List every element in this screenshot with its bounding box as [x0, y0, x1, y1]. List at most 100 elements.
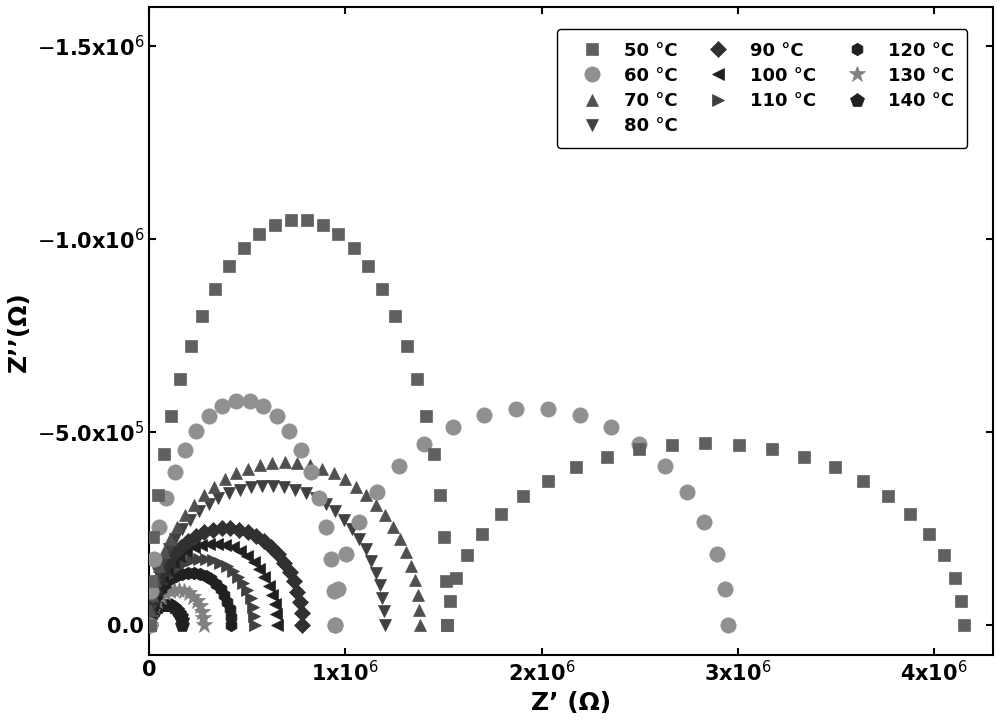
60 °C [329, 620, 341, 629]
120 °C [221, 598, 233, 606]
80 °C [278, 483, 290, 492]
60 °C [244, 397, 256, 406]
Y-axis label: Z’’(Ω): Z’’(Ω) [7, 291, 31, 372]
70 °C [164, 535, 176, 544]
130 °C [198, 620, 210, 629]
100 °C [167, 558, 179, 567]
90 °C [291, 587, 303, 596]
80 °C [256, 482, 268, 490]
50 °C [444, 596, 456, 605]
70 °C [144, 605, 156, 614]
100 °C [258, 573, 270, 581]
100 °C [148, 591, 160, 599]
130 °C [173, 586, 185, 594]
130 °C [148, 602, 160, 611]
60 °C [447, 422, 459, 431]
100 °C [188, 543, 200, 552]
50 °C [495, 510, 507, 518]
70 °C [316, 464, 328, 473]
70 °C [279, 458, 291, 466]
120 °C [144, 620, 156, 629]
80 °C [223, 489, 235, 497]
90 °C [182, 536, 194, 545]
90 °C [152, 577, 164, 586]
70 °C [242, 464, 254, 473]
140 °C [171, 605, 183, 614]
90 °C [156, 567, 168, 576]
80 °C [149, 581, 161, 590]
70 °C [409, 576, 421, 585]
70 °C [144, 620, 156, 629]
60 °C [605, 422, 617, 431]
60 °C [353, 518, 365, 526]
70 °C [413, 605, 425, 614]
120 °C [148, 598, 160, 606]
70 °C [171, 523, 183, 531]
90 °C [250, 531, 262, 540]
Line: 130 °C: 130 °C [142, 582, 212, 633]
60 °C [160, 494, 172, 503]
90 °C [288, 577, 300, 586]
60 °C [325, 554, 337, 563]
110 °C [186, 556, 198, 565]
60 °C [329, 620, 341, 629]
120 °C [188, 568, 200, 577]
60 °C [510, 405, 522, 414]
50 °C [301, 215, 313, 224]
60 °C [719, 585, 731, 593]
90 °C [190, 531, 202, 540]
100 °C [156, 573, 168, 581]
60 °C [216, 402, 228, 411]
120 °C [210, 580, 222, 588]
100 °C [173, 552, 185, 560]
130 °C [178, 587, 190, 596]
110 °C [161, 573, 173, 581]
90 °C [242, 528, 254, 536]
80 °C [353, 534, 365, 543]
120 °C [215, 585, 227, 593]
130 °C [168, 586, 180, 594]
70 °C [254, 461, 266, 469]
140 °C [155, 601, 167, 610]
140 °C [176, 620, 188, 629]
90 °C [294, 598, 306, 606]
120 °C [218, 591, 230, 599]
110 °C [245, 594, 257, 603]
60 °C [190, 426, 202, 435]
80 °C [203, 500, 215, 508]
60 °C [145, 587, 157, 596]
60 °C [340, 550, 352, 559]
80 °C [378, 607, 390, 616]
100 °C [146, 600, 158, 609]
60 °C [230, 397, 242, 406]
140 °C [147, 609, 159, 617]
90 °C [149, 587, 161, 596]
70 °C [153, 562, 165, 570]
60 °C [722, 620, 734, 629]
100 °C [234, 547, 246, 555]
130 °C [164, 587, 176, 596]
60 °C [305, 468, 317, 477]
80 °C [346, 524, 358, 533]
80 °C [320, 500, 332, 508]
90 °C [296, 609, 308, 618]
120 °C [151, 591, 163, 599]
80 °C [245, 483, 257, 492]
90 °C [224, 524, 236, 533]
110 °C [249, 620, 261, 629]
120 °C [170, 572, 182, 580]
Line: 140 °C: 140 °C [143, 598, 189, 632]
90 °C [146, 598, 158, 606]
140 °C [152, 603, 164, 612]
100 °C [263, 581, 275, 590]
70 °C [350, 482, 362, 491]
80 °C [329, 507, 341, 516]
70 °C [394, 535, 406, 544]
70 °C [198, 491, 210, 500]
120 °C [200, 572, 212, 580]
60 °C [332, 585, 344, 593]
60 °C [393, 461, 405, 470]
70 °C [405, 562, 417, 570]
60 °C [681, 487, 693, 496]
60 °C [313, 494, 325, 503]
